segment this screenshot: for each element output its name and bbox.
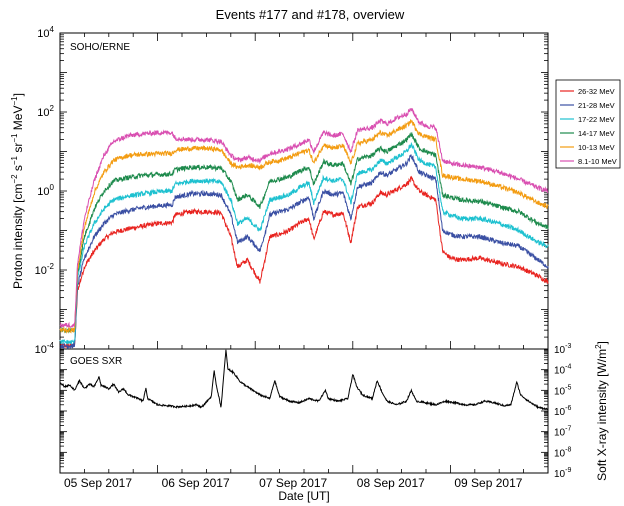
x-axis-ticks: 05 Sep 2017 06 Sep 2017 07 Sep 2017 08 Sep … xyxy=(59,33,549,490)
proton-y-tick-label: 10-2 xyxy=(35,262,55,277)
proton-series-group xyxy=(59,108,549,350)
proton-y-tick-label: 100 xyxy=(37,183,54,198)
legend-label: 21-28 MeV xyxy=(578,101,615,110)
sxr-y-ticks: 10-3 10-4 10-5 10-6 10-7 10-8 10-9 xyxy=(60,343,571,480)
x-tick-label: 07 Sep 2017 xyxy=(259,476,327,490)
proton-panel-label: SOHO/ERNE xyxy=(70,42,130,53)
sxr-y-tick-label: 10-8 xyxy=(554,446,571,459)
x-tick-label: 06 Sep 2017 xyxy=(162,476,230,490)
sxr-series-group xyxy=(59,349,549,411)
sxr-y-tick-label: 10-6 xyxy=(554,405,571,418)
sxr-panel-frame xyxy=(59,348,549,474)
legend-box xyxy=(555,79,621,169)
sxr-panel-label: GOES SXR xyxy=(70,356,122,367)
proton-series-line xyxy=(59,175,549,349)
chart-title: Events #177 and #178, overview xyxy=(216,7,405,22)
sxr-y-tick-label: 10-9 xyxy=(554,467,571,480)
sxr-y-tick-label: 10-4 xyxy=(554,364,571,377)
proton-y-tick-label: 104 xyxy=(37,25,54,40)
x-axis-label: Date [UT] xyxy=(278,489,329,503)
x-tick-label: 08 Sep 2017 xyxy=(357,476,425,490)
sxr-series-line xyxy=(59,349,549,411)
sxr-y-tick-label: 10-3 xyxy=(554,343,571,356)
x-tick-label: 05 Sep 2017 xyxy=(64,476,132,490)
legend-label: 26-32 MeV xyxy=(578,87,615,96)
proton-series-line xyxy=(59,154,549,350)
legend-label: 8.1-10 MeV xyxy=(578,157,617,166)
proton-series-line xyxy=(59,108,549,329)
legend-label: 10-13 MeV xyxy=(578,143,615,152)
proton-series-line xyxy=(59,132,549,334)
legend-label: 17-22 MeV xyxy=(578,115,615,124)
legend: 26-32 MeV 21-28 MeV 17-22 MeV 14-17 MeV 10-1… xyxy=(555,79,621,169)
proton-y-tick-label: 10-4 xyxy=(35,341,55,356)
sxr-y-tick-label: 10-7 xyxy=(554,426,571,439)
proton-y-tick-label: 102 xyxy=(37,104,54,119)
proton-panel-frame xyxy=(59,32,549,350)
sxr-y-tick-label: 10-5 xyxy=(554,384,571,397)
sxr-y-axis-label: Soft X-ray intensity [W/m2] xyxy=(594,341,609,481)
proton-y-axis-label: Proton intensity [cm−2 s−1 sr−1 MeV−1] xyxy=(10,93,25,289)
legend-label: 14-17 MeV xyxy=(578,129,615,138)
proton-series-line xyxy=(59,141,549,345)
proton-y-ticks: 10-4 10-2 100 102 104 xyxy=(35,25,548,356)
proton-series-line xyxy=(59,119,549,334)
x-tick-label: 09 Sep 2017 xyxy=(454,476,522,490)
